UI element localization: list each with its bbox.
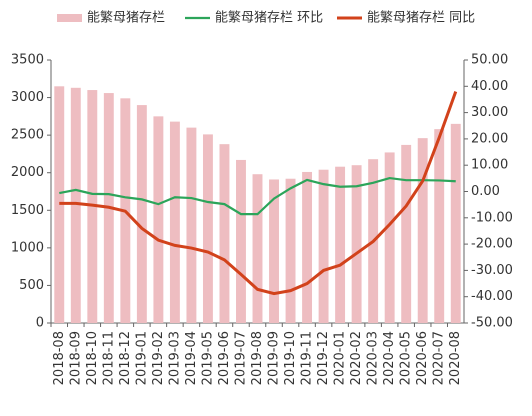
legend-label: 能繁母猪存栏	[87, 10, 165, 26]
x-tick-label: 2020-08	[448, 331, 463, 385]
bar	[252, 174, 263, 323]
x-tick-label: 2020-04	[382, 331, 397, 385]
x-tick-label: 2019-10	[283, 331, 298, 385]
x-tick-label: 2019-08	[250, 331, 265, 385]
bar	[153, 116, 164, 323]
x-tick-label: 2019-05	[200, 331, 215, 385]
y-tick-label: 0	[36, 316, 44, 331]
bar	[236, 159, 246, 323]
bar	[401, 144, 412, 323]
bar	[450, 123, 461, 323]
y2-tick-label: 0.00	[471, 184, 500, 199]
x-tick-label: 2020-05	[399, 331, 414, 385]
x-tick-label: 2019-02	[151, 331, 166, 385]
x-tick-label: 2020-06	[415, 331, 430, 385]
bar	[269, 179, 279, 323]
x-tick-label: 2019-06	[217, 331, 232, 385]
bar	[335, 166, 346, 323]
y-tick-label: 1500	[11, 203, 44, 218]
y2-tick-label: 10.00	[471, 158, 508, 173]
x-tick-label: 2020-03	[366, 331, 381, 385]
bar	[318, 169, 329, 323]
bar	[186, 127, 197, 323]
bar	[417, 138, 428, 323]
bar	[202, 134, 213, 323]
x-tick-label: 2020-07	[432, 331, 447, 385]
y2-tick-label: 40.00	[471, 79, 508, 94]
y2-tick-label: -50.00	[471, 316, 513, 331]
y-tick-label: 2500	[11, 128, 44, 143]
y2-tick-label: -20.00	[471, 237, 513, 252]
line	[59, 91, 458, 296]
bar	[136, 105, 147, 323]
bar	[351, 165, 362, 323]
x-tick-label: 2019-09	[267, 331, 282, 385]
y2-tick-label: -30.00	[471, 263, 513, 278]
x-tick-label: 2019-07	[233, 331, 248, 385]
x-tick-label: 2018-12	[118, 331, 133, 385]
x-tick-label: 2019-11	[300, 331, 315, 385]
x-tick-label: 2019-03	[167, 331, 182, 385]
x-tick-label: 2019-12	[316, 331, 331, 385]
legend-label: 能繁母猪存栏 同比	[367, 10, 475, 26]
legend-swatch	[57, 14, 82, 22]
x-tick-label: 2020-01	[333, 331, 348, 385]
x-tick-label: 2018-09	[68, 331, 83, 385]
bar	[169, 121, 180, 323]
bar	[434, 129, 445, 323]
y2-tick-label: -40.00	[471, 289, 513, 304]
legend-label: 能繁母猪存栏 环比	[215, 10, 323, 26]
y-tick-label: 3500	[11, 53, 44, 68]
line	[59, 176, 456, 216]
y-tick-label: 3000	[11, 90, 44, 105]
y2-tick-label: 30.00	[471, 105, 508, 120]
x-tick-label: 2020-02	[349, 331, 364, 385]
bar	[285, 178, 296, 323]
y2-tick-label: 20.00	[471, 131, 508, 146]
x-tick-label: 2018-08	[52, 331, 67, 385]
bar	[70, 87, 81, 323]
y2-tick-label: 50.00	[471, 53, 508, 68]
y-tick-label: 2000	[11, 165, 44, 180]
bar	[302, 171, 313, 323]
bar	[384, 152, 395, 323]
bar	[219, 144, 230, 323]
x-tick-label: 2019-04	[184, 331, 199, 385]
y-tick-label: 500	[19, 278, 44, 293]
x-tick-label: 2019-01	[134, 331, 149, 385]
x-tick-label: 2018-10	[85, 331, 100, 385]
y-tick-label: 1000	[11, 240, 44, 255]
y2-tick-label: -10.00	[471, 210, 513, 225]
x-tick-label: 2018-11	[101, 331, 116, 385]
